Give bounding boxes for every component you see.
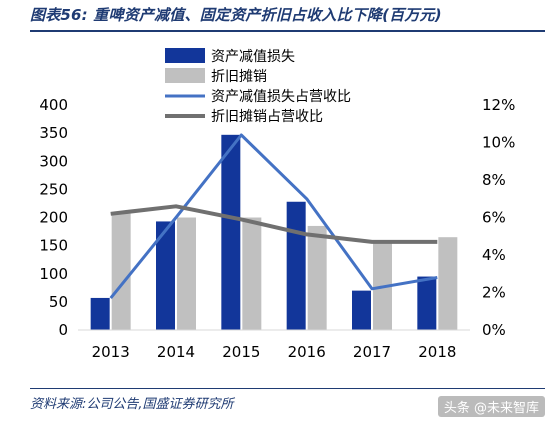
x-tick-label: 2016 (288, 343, 326, 361)
title-rule (30, 30, 545, 32)
source-rule (30, 388, 545, 389)
line-depreciation-ratio (110, 204, 438, 244)
legend-swatch-depreciation (165, 68, 205, 83)
y2-tick-label: 6% (482, 209, 506, 227)
line-impairment-ratio (109, 133, 438, 300)
y-tick-label: 150 (39, 237, 68, 255)
bar-impairment-2013 (90, 297, 110, 330)
bar-impairment-2015 (221, 134, 241, 330)
bar-depreciation-2018 (438, 237, 458, 330)
bar-depreciation-2015 (242, 217, 262, 330)
legend-label: 资产减值损失占营收比 (211, 89, 351, 105)
y-tick-label: 400 (39, 96, 68, 114)
y-tick-label: 50 (49, 293, 68, 311)
y2-tick-label: 0% (482, 321, 506, 339)
lines (109, 133, 438, 300)
y-tick-label: 250 (39, 180, 68, 198)
watermark: 头条 @未来智库 (437, 396, 545, 417)
bars (90, 134, 458, 330)
legend-label: 折旧摊销 (211, 69, 267, 85)
y-tick-label: 0 (58, 321, 68, 339)
x-tick-label: 2015 (222, 343, 260, 361)
y2-tick-label: 8% (482, 171, 506, 189)
y-tick-label: 100 (39, 265, 68, 283)
bar-impairment-2018 (417, 276, 437, 330)
source-note: 资料来源:公司公告,国盛证券研究所 (30, 397, 234, 412)
bar-impairment-2017 (352, 290, 371, 330)
figure-title: 图表56: 重啤资产减值、固定资产折旧占收入比下降(百万元) (30, 6, 442, 24)
y2-tick-label: 12% (482, 96, 515, 114)
y-tick-label: 350 (39, 124, 68, 142)
x-tick-label: 2018 (418, 343, 456, 361)
x-tick-label: 2014 (157, 343, 195, 361)
bar-impairment-2014 (156, 221, 175, 330)
y2-tick-label: 2% (482, 284, 506, 302)
y-tick-label: 200 (39, 209, 68, 227)
x-tick-label: 2013 (92, 343, 130, 361)
legend-label: 资产减值损失 (211, 49, 295, 65)
x-tick-label: 2017 (353, 343, 391, 361)
legend-swatch-impairment (165, 48, 205, 63)
axes: 0 50 100 150 200 250 300 350 400 0% 2% 4% 6% 8% 10% 12%… (39, 96, 515, 361)
y2-tick-label: 10% (482, 134, 515, 152)
y-tick-label: 300 (39, 152, 68, 170)
bar-depreciation-2014 (177, 217, 196, 330)
legend-label: 折旧摊销占营收比 (211, 109, 323, 125)
bar-depreciation-2013 (111, 213, 131, 330)
bar-impairment-2016 (286, 201, 306, 330)
y2-tick-label: 4% (482, 246, 506, 264)
bar-depreciation-2016 (307, 225, 327, 330)
